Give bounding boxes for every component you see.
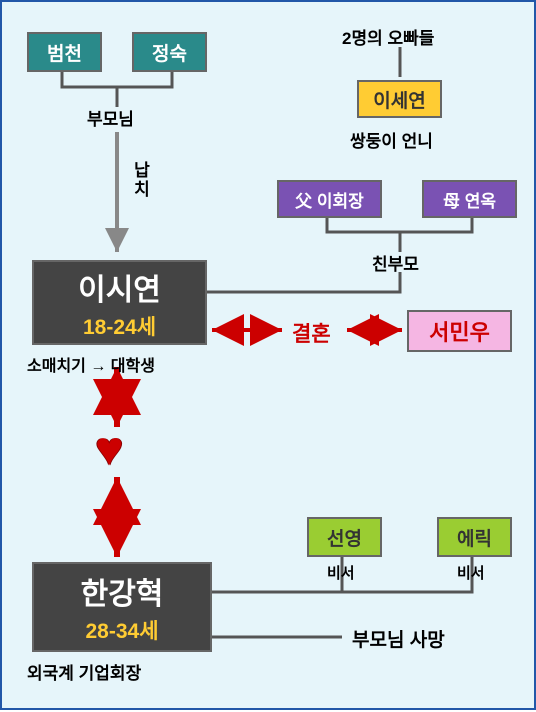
label: 서민우: [429, 315, 490, 347]
node-beomcheon: 범천: [27, 32, 102, 72]
label-secretary-2: 비서: [457, 562, 485, 583]
label-parents: 부모님: [87, 105, 134, 130]
node-mother: 母 연옥: [422, 180, 517, 218]
node-seominwoo: 서민우: [407, 310, 512, 352]
label-marriage: 결혼: [292, 318, 331, 348]
node-father: 父 이회장: [277, 180, 382, 218]
label-bio-parents: 친부모: [372, 250, 419, 275]
main-age: 28-34세: [85, 615, 158, 645]
label-brothers: 2명의 오빠들: [342, 24, 434, 49]
label: 정숙: [152, 39, 187, 66]
label: 선영: [327, 524, 362, 551]
label-main2-desc: 외국계 기업회장: [27, 659, 141, 684]
heart-icon: ♥: [95, 422, 124, 477]
label-secretary-1: 비서: [327, 562, 355, 583]
label: 父 이회장: [295, 187, 364, 212]
label-kidnap: 납치: [132, 162, 152, 199]
label-twin-sister: 쌍둥이 언니: [350, 127, 433, 152]
label: 이세연: [373, 86, 425, 113]
label: 범천: [47, 39, 82, 66]
diagram-canvas: 범천 정숙 부모님 납치 2명의 오빠들 이세연 쌍둥이 언니 父 이회장 母 …: [0, 0, 536, 710]
main-name: 한강혁: [81, 569, 164, 613]
label: 에릭: [457, 524, 492, 551]
node-jeongsuk: 정숙: [132, 32, 207, 72]
main-age: 18-24세: [83, 311, 156, 341]
node-seonyoung: 선영: [307, 517, 382, 557]
node-eric: 에릭: [437, 517, 512, 557]
label-main1-desc: 소매치기 → 대학생: [27, 352, 155, 376]
node-iseyeon: 이세연: [357, 80, 442, 118]
label-parents-dead: 부모님 사망: [352, 625, 445, 652]
main-name: 이시연: [78, 265, 161, 309]
node-isiyeon-main: 이시연 18-24세: [32, 260, 207, 345]
node-hanganghyeok: 한강혁 28-34세: [32, 562, 212, 652]
label: 母 연옥: [443, 187, 496, 212]
